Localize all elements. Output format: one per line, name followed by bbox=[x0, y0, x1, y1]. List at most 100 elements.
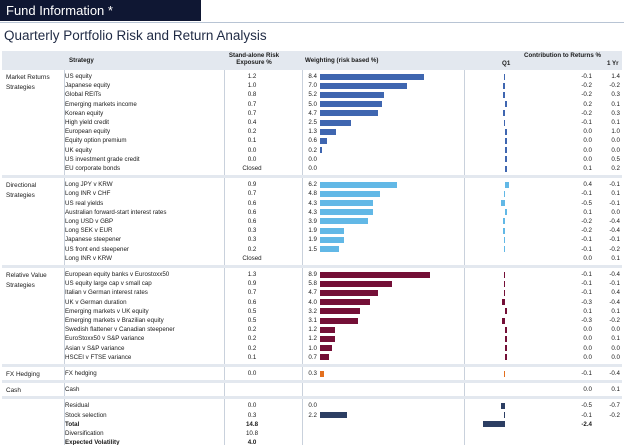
strategy-name: US real yields bbox=[65, 199, 104, 207]
column-divider bbox=[224, 399, 225, 445]
strategy-name: Swedish flattener v Canadian steepener bbox=[65, 326, 175, 334]
contribution-q1-value: 0.0 bbox=[583, 254, 592, 262]
column-divider bbox=[64, 383, 65, 397]
contribution-q1-value: -0.2 bbox=[581, 217, 592, 225]
weighting-bar bbox=[320, 137, 328, 144]
standalone-risk-value: 0.7 bbox=[247, 190, 257, 198]
table-row: Emerging markets income 0.7 5.0 0.2 0.1 bbox=[2, 100, 622, 109]
contribution-1yr-value: 0.1 bbox=[611, 307, 620, 315]
column-divider bbox=[302, 367, 303, 381]
column-divider bbox=[64, 399, 65, 445]
table-header: Strategy Stand-alone Risk Exposure % Wei… bbox=[2, 51, 622, 70]
table-row: HSCEI v FTSE variance 0.1 0.7 0.0 0.0 bbox=[2, 353, 622, 362]
weighting-bar bbox=[320, 335, 335, 342]
weighting-bar bbox=[320, 326, 335, 333]
contribution-1yr-value: 0.3 bbox=[611, 109, 620, 117]
contribution-q1-value: -0.5 bbox=[581, 199, 592, 207]
table-row: High yield credit 0.4 2.5 -0.1 0.1 bbox=[2, 118, 622, 127]
weighting-value: 5.8 bbox=[308, 280, 317, 288]
standalone-risk-value: 0.6 bbox=[247, 217, 257, 225]
category-label: Market Returns Strategies bbox=[6, 74, 50, 91]
strategy-name: UK v German duration bbox=[65, 298, 127, 306]
column-divider bbox=[302, 399, 303, 445]
strategy-name: Japanese equity bbox=[65, 82, 111, 90]
strategy-name: US equity bbox=[65, 73, 92, 80]
weighting-bar bbox=[320, 354, 329, 361]
table-row: US equity large cap v small cap 0.9 5.8 -0.… bbox=[2, 279, 622, 288]
weighting-value: 4.7 bbox=[308, 289, 317, 297]
strategy-name: Long USD v GBP bbox=[65, 217, 114, 225]
contribution-q1-value: 0.1 bbox=[583, 165, 592, 172]
section-relative-value-strategies: Relative Value Strategies European equity… bbox=[2, 268, 622, 364]
strategy-name: Global REITs bbox=[65, 91, 102, 99]
standalone-risk-value: 0.2 bbox=[247, 344, 257, 352]
weighting-bar bbox=[320, 73, 425, 80]
standalone-risk-value: 0.6 bbox=[247, 298, 257, 306]
header-contribution: Contribution to Returns % bbox=[524, 52, 601, 59]
weighting-bar bbox=[320, 289, 379, 296]
strategy-name: UK equity bbox=[65, 146, 92, 154]
column-divider bbox=[224, 268, 225, 364]
header-weighting: Weighting (risk based %) bbox=[305, 57, 379, 64]
contribution-bar bbox=[505, 128, 507, 135]
page-subtitle: Quarterly Portfolio Risk and Return Anal… bbox=[4, 28, 267, 43]
standalone-risk-value: 1.0 bbox=[247, 82, 257, 90]
section-separator bbox=[2, 396, 622, 400]
contribution-q1-value: -0.2 bbox=[581, 91, 592, 99]
weighting-bar bbox=[320, 317, 359, 324]
weighting-bar bbox=[320, 181, 397, 188]
strategy-name: HSCEI v FTSE variance bbox=[65, 353, 132, 361]
weighting-bar bbox=[320, 370, 324, 377]
contribution-bar bbox=[505, 209, 507, 216]
contribution-1yr-value: 0.0 bbox=[611, 146, 620, 154]
header-q1: Q1 bbox=[502, 60, 511, 67]
contribution-bar bbox=[503, 82, 505, 89]
weighting-value: 7.0 bbox=[308, 82, 317, 90]
weighting-value: 8.9 bbox=[308, 271, 317, 278]
standalone-risk-value: 1.3 bbox=[247, 271, 257, 278]
standalone-risk-value: 0.5 bbox=[247, 307, 257, 315]
contribution-1yr-value: 1.4 bbox=[611, 73, 620, 80]
weighting-bar bbox=[320, 101, 382, 108]
weighting-value: 1.2 bbox=[308, 326, 317, 334]
weighting-value: 0.0 bbox=[308, 165, 317, 172]
table-row: Expected Volatility 4.0 bbox=[2, 438, 622, 445]
strategy-name: Emerging markets v Brazilian equity bbox=[65, 317, 164, 324]
contribution-bar bbox=[483, 421, 505, 428]
strategy-name: US investment grade credit bbox=[65, 155, 140, 163]
standalone-risk-value: 0.0 bbox=[247, 402, 257, 410]
contribution-1yr-value: 0.4 bbox=[611, 289, 620, 297]
table-row: Stock selection 0.3 2.2 -0.1 -0.2 bbox=[2, 411, 622, 420]
contribution-q1-value: -0.1 bbox=[581, 245, 592, 253]
weighting-bar bbox=[320, 209, 374, 216]
weighting-value: 1.0 bbox=[308, 344, 317, 352]
contribution-1yr-value: -0.4 bbox=[609, 298, 620, 306]
strategy-name: Australian forward-start interest rates bbox=[65, 208, 167, 216]
contribution-q1-value: -0.3 bbox=[581, 298, 592, 306]
table-row: US real yields 0.6 4.3 -0.5 -0.1 bbox=[2, 199, 622, 208]
weighting-bar bbox=[320, 412, 348, 419]
weighting-bar bbox=[320, 110, 379, 117]
table-row: Long INR v KRW Closed 0.0 0.1 bbox=[2, 254, 622, 263]
contribution-1yr-value: 0.1 bbox=[611, 190, 620, 198]
header-exposure-line2: Exposure % bbox=[236, 59, 272, 66]
standalone-risk-value: 0.2 bbox=[247, 245, 257, 253]
weighting-bar bbox=[320, 218, 369, 225]
column-divider bbox=[64, 367, 65, 381]
header-1yr: 1 Yr bbox=[607, 60, 619, 67]
standalone-risk-value: 0.3 bbox=[247, 227, 257, 235]
contribution-bar bbox=[505, 354, 507, 361]
contribution-1yr-value: -0.1 bbox=[609, 181, 620, 189]
column-divider bbox=[464, 367, 465, 381]
contribution-1yr-value: -0.2 bbox=[609, 317, 620, 324]
weighting-value: 3.2 bbox=[308, 307, 317, 315]
weighting-bar bbox=[320, 200, 374, 207]
weighting-bar bbox=[320, 119, 351, 126]
header-strategy: Strategy bbox=[69, 57, 94, 64]
weighting-bar bbox=[320, 271, 431, 278]
weighting-value: 1.9 bbox=[308, 227, 317, 235]
weighting-value: 4.3 bbox=[308, 208, 317, 216]
strategy-name: Diversification bbox=[65, 429, 104, 437]
table-row: Residual 0.0 0.0 -0.5 -0.7 bbox=[2, 401, 622, 410]
contribution-1yr-value: -0.7 bbox=[609, 402, 620, 410]
